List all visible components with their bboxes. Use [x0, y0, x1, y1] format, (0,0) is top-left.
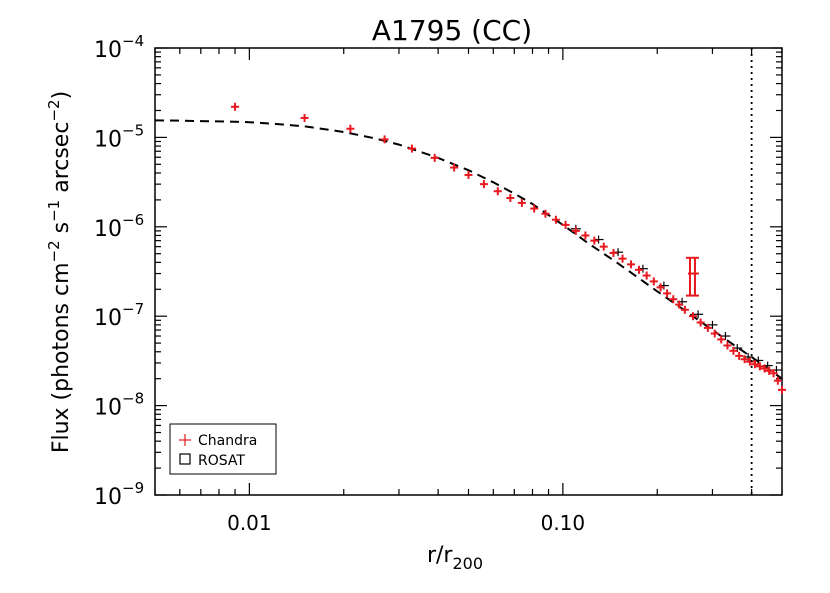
- legend-rosat-label: ROSAT: [198, 453, 245, 469]
- y-tick-labels: 10−9 10−8 10−7 10−6 10−5 10−4: [94, 32, 144, 510]
- chandra-point: [609, 248, 618, 257]
- y-axis-label-exp2: −1: [45, 200, 63, 222]
- chandra-point: [669, 295, 678, 304]
- chandra-point: [407, 144, 416, 153]
- chandra-point: [745, 357, 754, 366]
- y-axis-label-s: s: [49, 222, 74, 240]
- chandra-point: [450, 163, 459, 172]
- y-tick-label: 10−4: [94, 32, 144, 63]
- chandra-point: [717, 335, 726, 344]
- chandra-point: [710, 329, 719, 338]
- legend-rosat-symbol: [179, 453, 191, 465]
- chandra-point: [346, 124, 355, 133]
- chandra-point: [680, 305, 689, 314]
- chandra-point: [464, 170, 473, 179]
- x-axis-label-main: r/r: [427, 543, 453, 568]
- outlier-layer: [685, 256, 699, 297]
- chandra-point: [493, 187, 502, 196]
- chandra-point: [760, 364, 769, 373]
- legend-box: [169, 423, 277, 475]
- chandra-point: [649, 277, 658, 286]
- chandra-point: [765, 366, 774, 375]
- chandra-point: [642, 271, 651, 280]
- chandra-point: [300, 113, 309, 122]
- y-axis-label: Flux (photons cm−2 s−1 arcsec−2): [45, 91, 74, 453]
- x-tick-labels: 0.01 0.10: [227, 511, 585, 535]
- chandra-point: [551, 215, 560, 224]
- chandra-point: [231, 102, 240, 111]
- chandra-point: [479, 180, 488, 189]
- rosat-points: [570, 224, 782, 375]
- y-tick-label: 10−5: [94, 121, 144, 152]
- chandra-points: [231, 102, 786, 394]
- chandra-point: [696, 318, 705, 327]
- chandra-point: [627, 260, 636, 269]
- y-tick-label: 10−6: [94, 211, 144, 242]
- chandra-point: [735, 351, 744, 360]
- chandra-point: [571, 226, 580, 235]
- y-tick-label: 10−7: [94, 300, 144, 331]
- y-axis-label-lead: Flux (photons cm: [49, 262, 74, 453]
- chandra-point: [675, 300, 684, 309]
- chandra-point: [773, 376, 782, 385]
- y-axis-label-close: ): [49, 91, 74, 100]
- x-axis-label: r/r200: [427, 543, 483, 573]
- chandra-point: [769, 369, 778, 378]
- chandra-point: [581, 231, 590, 240]
- chandra-point: [517, 198, 526, 207]
- chandra-point: [530, 204, 539, 213]
- chandra-point: [688, 312, 697, 321]
- chart-title: A1795 (CC): [372, 14, 532, 47]
- outlier-point: [685, 256, 699, 297]
- chandra-point: [703, 323, 712, 332]
- y-tick-label: 10−9: [94, 479, 144, 510]
- x-axis-label-sub: 200: [452, 554, 483, 573]
- legend-chandra-symbol: [179, 434, 191, 446]
- chandra-point: [506, 193, 515, 202]
- x-tick-label: 0.01: [227, 511, 272, 535]
- y-axis-label-exp1: −2: [45, 240, 63, 262]
- chandra-point: [561, 220, 570, 229]
- chandra-point: [599, 242, 608, 251]
- y-axis-label-exp3: −2: [45, 99, 63, 121]
- chandra-point: [729, 346, 738, 355]
- chandra-point: [663, 289, 672, 298]
- chandra-point: [618, 254, 627, 263]
- model-curve-layer: [154, 119, 783, 380]
- rosat-point: [693, 310, 704, 319]
- chandra-point: [740, 355, 749, 364]
- axis-ticks: [154, 47, 783, 496]
- chandra-point: [541, 209, 550, 218]
- chandra-point: [778, 385, 786, 394]
- chandra-point: [430, 153, 439, 162]
- chandra-point: [750, 360, 759, 369]
- chandra-point: [590, 236, 599, 245]
- y-axis-label-arcsec: arcsec: [49, 122, 74, 200]
- x-tick-label: 0.10: [541, 511, 586, 535]
- rosat-point: [707, 320, 718, 329]
- chandra-point: [656, 283, 665, 292]
- chandra-point: [755, 362, 764, 371]
- chandra-point: [635, 265, 644, 274]
- model-curve: [154, 119, 783, 380]
- chandra-point: [380, 135, 389, 144]
- chandra-point: [723, 341, 732, 350]
- legend-chandra-label: Chandra: [198, 433, 257, 449]
- legend: Chandra ROSAT: [169, 423, 277, 475]
- y-tick-label: 10−8: [94, 390, 144, 421]
